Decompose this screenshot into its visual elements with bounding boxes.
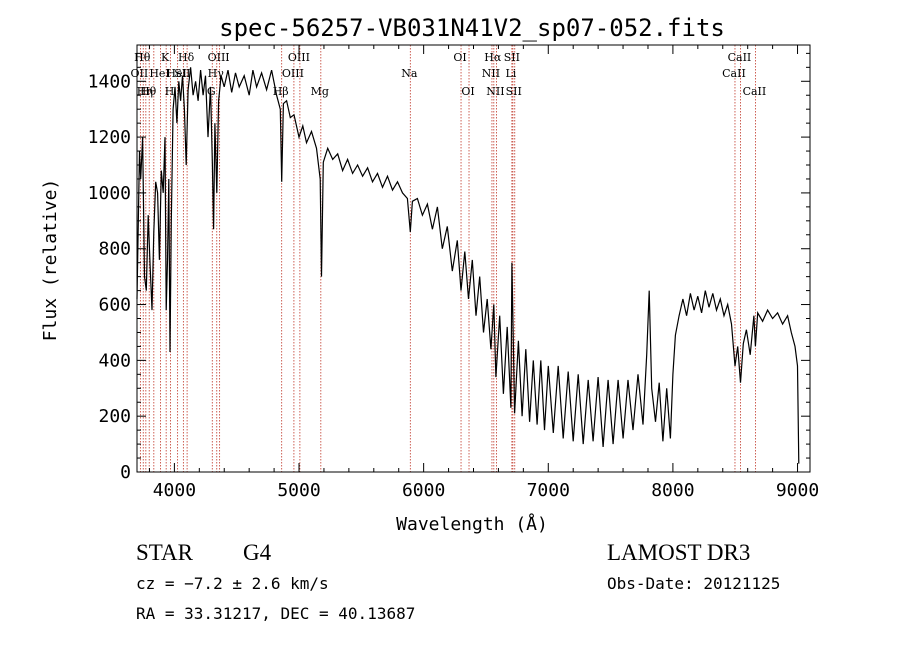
plot-frame [136, 44, 811, 473]
spectral-line-label: SII [504, 51, 520, 64]
survey-name: LAMOST DR3 [607, 540, 751, 565]
spectral-line-label: NII [482, 67, 500, 80]
x-axis-ticks: 4000 5000 6000 7000 8000 9000 [148, 45, 819, 501]
spectral-line-label: OIII [208, 51, 230, 64]
spectral-line-label: CaII [743, 85, 767, 98]
coordinates: RA = 33.31217, DEC = 40.13687 [136, 604, 416, 623]
y-tick-label: 0 [120, 462, 131, 483]
spectral-line-label: CaII [728, 51, 752, 64]
spectral-line-label: CaII [722, 67, 746, 80]
observation-date: Obs-Date: 20121125 [607, 574, 781, 593]
spectral-line-label: SII [174, 67, 190, 80]
spectral-line-label: NII [486, 85, 504, 98]
spectral-line-label: OI [461, 85, 474, 98]
x-tick-label: 7000 [527, 480, 570, 501]
x-tick-label: 9000 [776, 480, 819, 501]
y-tick-label: 1000 [88, 183, 131, 204]
spectral-line-label: SII [506, 85, 522, 98]
spectral-line-label: Hα [484, 51, 502, 64]
spectral-line-labels: OIIHθHηHθHeIKHHeISIIHδGHγOIIIHβOIIIOIIIM… [131, 51, 767, 98]
y-tick-label: 400 [98, 350, 131, 371]
y-tick-label: 800 [98, 239, 131, 260]
spectral-line-label: Hθ [134, 51, 151, 64]
x-tick-label: 4000 [153, 480, 196, 501]
object-subclass: G4 [243, 540, 272, 565]
spectral-line-label: OIII [282, 67, 304, 80]
x-axis-label: Wavelength (Å) [396, 513, 548, 535]
spectral-line-label: Li [505, 67, 516, 80]
spectral-line-label: Mg [311, 85, 329, 98]
y-tick-label: 1400 [88, 71, 131, 92]
y-tick-label: 200 [98, 406, 131, 427]
spectral-line-label: Hγ [208, 67, 225, 80]
spectral-line-label: OII [131, 67, 149, 80]
y-tick-label: 600 [98, 295, 131, 316]
chart-title: spec-56257-VB031N41V2_sp07-052.fits [219, 14, 725, 42]
spectral-line-label: H [165, 85, 175, 98]
y-axis-ticks: 0 200 400 600 800 1000 1200 1400 [88, 52, 810, 483]
spectral-line-label: Hδ [178, 51, 195, 64]
spectral-line-label: OI [453, 51, 466, 64]
x-tick-label: 8000 [651, 480, 694, 501]
spectral-line-label: K [161, 51, 170, 64]
object-class: STAR [136, 540, 193, 565]
spectral-line-label: HeI [166, 67, 186, 80]
spectral-line-label: Hθ [140, 85, 157, 98]
spectral-line-label: HeI [149, 67, 169, 80]
y-axis-label: Flux (relative) [40, 179, 61, 342]
spectrum-series [136, 67, 800, 464]
spectral-line-markers [139, 45, 756, 472]
redshift-velocity: cz = −7.2 ± 2.6 km/s [136, 574, 329, 593]
x-tick-label: 5000 [277, 480, 320, 501]
plot-area: OIIHθHηHθHeIKHHeISIIHδGHγOIIIHβOIIIOIIIM… [88, 44, 819, 501]
x-tick-label: 6000 [402, 480, 445, 501]
spectral-line-label: G [207, 85, 216, 98]
spectral-line-label: OIII [288, 51, 310, 64]
spectral-line-label: Na [401, 67, 418, 80]
y-tick-label: 1200 [88, 127, 131, 148]
